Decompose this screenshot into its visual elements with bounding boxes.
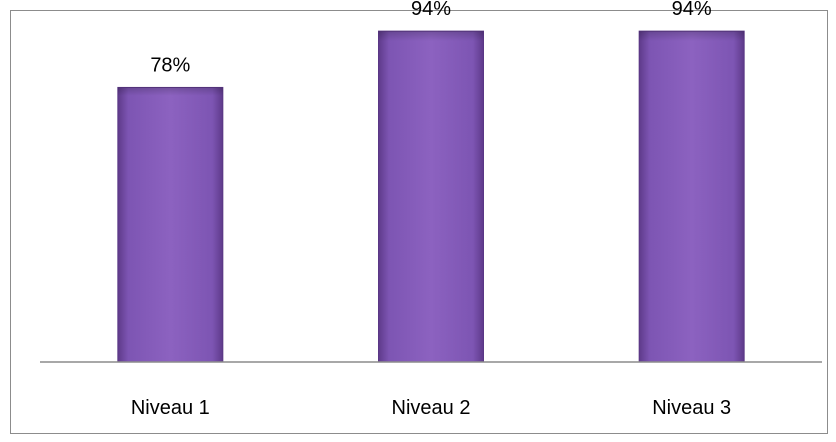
- bar-3-shade: [639, 31, 745, 363]
- bar-2-shade: [378, 31, 484, 363]
- bar-1-shade: [117, 87, 223, 362]
- data-label-2: 94%: [411, 0, 451, 20]
- data-label-1: 78%: [150, 54, 190, 76]
- data-label-3: 94%: [672, 0, 712, 20]
- x-tick-label-1: Niveau 1: [131, 397, 210, 419]
- bars-layer: [117, 30, 745, 363]
- x-tick-label-2: Niveau 2: [392, 397, 471, 419]
- labels-layer: 78% Niveau 1 94% Niveau 2 94% Niveau 3: [131, 0, 731, 419]
- x-tick-label-3: Niveau 3: [652, 397, 731, 419]
